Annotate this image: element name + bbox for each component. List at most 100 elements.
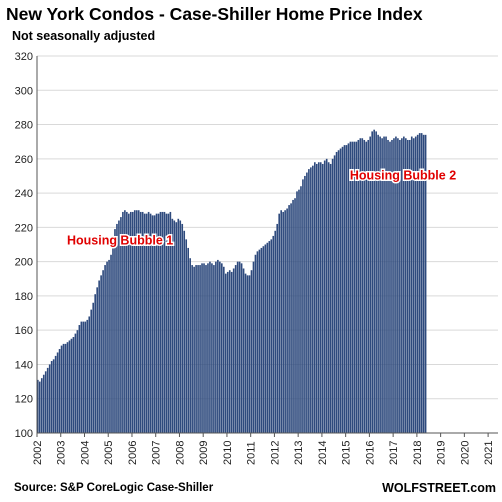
- bar: [129, 211, 132, 433]
- bar: [347, 143, 350, 433]
- bar: [118, 220, 120, 433]
- bar: [234, 265, 237, 433]
- bar: [181, 223, 184, 433]
- bar: [52, 359, 55, 433]
- bar: [56, 352, 59, 433]
- bar: [333, 155, 336, 433]
- bar: [300, 186, 302, 433]
- bar: [290, 203, 292, 433]
- x-tick-label: 2019: [436, 441, 448, 465]
- bar: [242, 268, 245, 433]
- bar: [365, 141, 368, 433]
- bar: [377, 134, 379, 433]
- bar: [319, 162, 322, 433]
- x-axis: 2002 2003 2004 2005 2006 2007 2008 2009 2010 2011…: [32, 433, 495, 465]
- x-tick-label: 2005: [103, 441, 115, 465]
- bar: [357, 139, 360, 433]
- bar: [60, 345, 63, 433]
- bar: [369, 136, 372, 434]
- x-tick-label: 2010: [222, 441, 234, 465]
- bar: [410, 136, 413, 434]
- bar: [135, 210, 138, 433]
- bar: [412, 138, 415, 433]
- x-tick-label: 2002: [32, 441, 44, 465]
- bar: [133, 210, 136, 433]
- bar: [201, 263, 203, 433]
- bar: [145, 213, 148, 433]
- bar: [288, 205, 290, 433]
- bar: [339, 148, 342, 434]
- bar: [232, 268, 235, 433]
- bar: [84, 321, 87, 433]
- bar: [72, 337, 75, 433]
- bar: [213, 265, 215, 433]
- bar: [280, 210, 282, 433]
- y-tick-label: 280: [15, 120, 33, 132]
- bar: [337, 150, 340, 433]
- y-tick-label: 160: [15, 325, 33, 337]
- bar: [217, 259, 219, 433]
- bar: [314, 162, 316, 433]
- bar: [88, 316, 91, 433]
- bar: [96, 287, 98, 433]
- bar: [211, 263, 213, 433]
- bar: [131, 211, 134, 433]
- bar: [414, 136, 417, 434]
- bar: [351, 141, 354, 433]
- bar: [345, 145, 348, 434]
- bar: [310, 167, 312, 433]
- annotation-label: Housing Bubble 1: [67, 234, 173, 248]
- bar: [74, 333, 77, 433]
- bar: [151, 215, 154, 433]
- x-tick-label: 2014: [317, 441, 329, 465]
- bar: [272, 235, 275, 433]
- bar: [282, 211, 284, 433]
- bar: [48, 364, 51, 433]
- bar: [197, 265, 199, 433]
- bar: [321, 163, 324, 433]
- bar: [102, 270, 104, 433]
- bar: [205, 265, 207, 433]
- bar: [183, 230, 186, 433]
- bar: [268, 241, 271, 433]
- bar: [422, 134, 425, 433]
- bar: [393, 138, 395, 433]
- y-tick-label: 120: [15, 394, 33, 406]
- x-tick-label: 2021: [483, 441, 495, 465]
- bar: [274, 230, 277, 433]
- bar: [403, 136, 405, 434]
- bar: [349, 141, 352, 433]
- bar: [343, 145, 346, 434]
- bar: [397, 138, 399, 433]
- bar: [236, 261, 239, 433]
- bar: [207, 263, 209, 433]
- bar: [353, 141, 356, 433]
- bar: [327, 162, 330, 433]
- bar: [317, 162, 320, 433]
- y-tick-label: 260: [15, 154, 33, 166]
- bar: [64, 343, 67, 433]
- bar: [191, 265, 193, 433]
- x-tick-label: 2003: [56, 441, 68, 465]
- bar: [209, 261, 211, 433]
- bar: [405, 138, 407, 433]
- bar: [226, 271, 229, 433]
- bar: [416, 134, 419, 433]
- bar: [128, 213, 130, 433]
- bar: [195, 265, 197, 433]
- bar: [76, 330, 79, 433]
- bar: [98, 280, 100, 433]
- bar: [189, 258, 191, 433]
- bar: [173, 220, 176, 433]
- bar: [335, 151, 338, 433]
- x-tick-label: 2016: [364, 441, 376, 465]
- y-tick-label: 200: [15, 257, 33, 269]
- bar: [100, 275, 102, 433]
- bar: [175, 222, 178, 433]
- bar: [106, 261, 108, 433]
- bar: [126, 211, 128, 433]
- bar: [308, 169, 310, 433]
- bar: [153, 215, 156, 433]
- x-tick-label: 2008: [174, 441, 186, 465]
- x-tick-label: 2009: [198, 441, 210, 465]
